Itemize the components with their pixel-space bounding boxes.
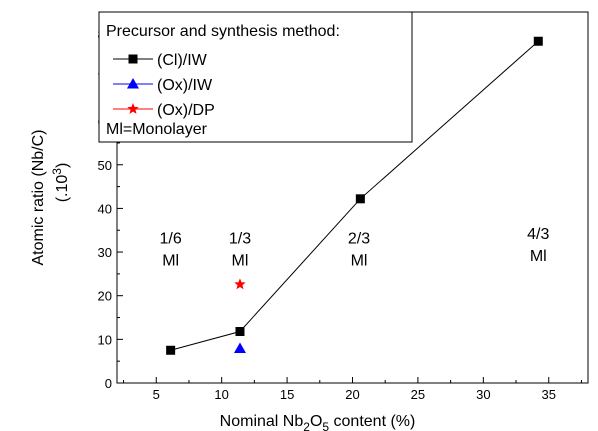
data-point-square [235, 326, 245, 336]
x-tick-label: 5 [153, 387, 160, 402]
x-axis-label-part: content (%) [329, 413, 415, 430]
x-tick-label: 15 [280, 387, 294, 402]
x-tick-label: 35 [542, 387, 556, 402]
annotations: 1/6 Ml 1/3 Ml 2/3 Ml 4/3 Ml [160, 226, 550, 269]
axis-labels: Nominal Nb2O5 content (%)Atomic ratio (N… [30, 129, 415, 431]
x-axis-label: Nominal Nb2O5 content (%) [220, 413, 416, 431]
x-tick-label: 25 [411, 387, 425, 402]
y-axis-label-unit: (.103) [50, 163, 71, 203]
y-unit-part: (.10 [54, 175, 71, 203]
y-unit-exponent: 3 [50, 168, 64, 175]
y-tick-label: 30 [98, 245, 112, 260]
legend-entry-label: (Ox)/DP [157, 102, 215, 119]
legend-marker-star [127, 103, 139, 114]
data-point-square [166, 345, 176, 355]
annotation-line: 4/3 [527, 226, 549, 243]
legend-entry-label: (Cl)/IW [157, 52, 208, 69]
x-tick-label: 10 [214, 387, 228, 402]
series-line-0 [170, 40, 539, 351]
annotation-line: 2/3 [348, 230, 370, 247]
x-axis-label-part: Nominal Nb [220, 413, 304, 430]
y-unit-part: ) [54, 163, 71, 168]
markers [166, 36, 543, 355]
annotation-line: Ml [351, 252, 368, 269]
data-point-square [355, 194, 365, 204]
data-point-square [533, 36, 543, 46]
legend-box [98, 11, 413, 143]
x-axis-label-part: 5 [322, 420, 329, 431]
series-lines [170, 40, 539, 351]
legend-marker-triangle [127, 78, 139, 89]
monolayer-annotation: 4/3 Ml [527, 226, 549, 265]
legend-note: Ml=Monolayer [106, 121, 208, 138]
legend-entry-label: (Ox)/IW [157, 77, 213, 94]
y-tick-label: 40 [98, 201, 112, 216]
annotation-line: Ml [232, 252, 249, 269]
y-tick-label: 50 [98, 158, 112, 173]
y-axis-label: Atomic ratio (Nb/C) [30, 129, 47, 265]
x-tick-label: 30 [476, 387, 490, 402]
annotation-line: Ml [162, 252, 179, 269]
monolayer-annotation: 1/3 Ml [229, 230, 251, 269]
y-tick-label: 0 [105, 376, 112, 391]
annotation-line: 1/3 [229, 230, 251, 247]
x-axis-label-part: 2 [303, 420, 310, 431]
annotation-line: 1/6 [160, 230, 182, 247]
x-tick-label: 20 [345, 387, 359, 402]
x-axis-label-part: O [310, 413, 322, 430]
annotation-line: Ml [530, 248, 547, 265]
legend-title: Precursor and synthesis method: [106, 23, 340, 40]
data-point-triangle [233, 342, 246, 354]
monolayer-annotation: 1/6 Ml [160, 230, 182, 269]
legend-marker-square [128, 54, 138, 64]
legend: Precursor and synthesis method: (Cl)/IW (O… [98, 11, 413, 143]
monolayer-annotation: 2/3 Ml [348, 230, 370, 269]
data-point-star [234, 278, 246, 290]
y-tick-label: 10 [98, 332, 112, 347]
y-tick-label: 20 [98, 289, 112, 304]
